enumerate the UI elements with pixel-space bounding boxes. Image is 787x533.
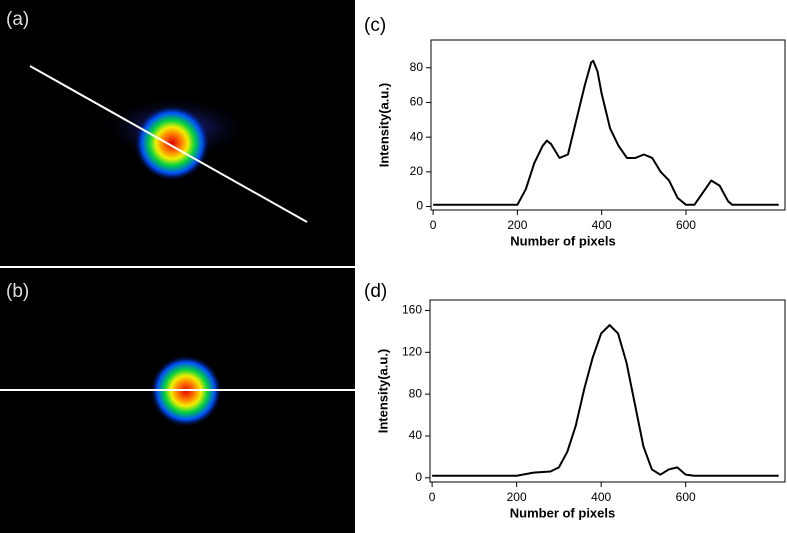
panel-label: (c): [364, 15, 386, 36]
x-axis-label: Number of pixels: [510, 505, 615, 520]
x-tick-label: 400: [592, 218, 612, 232]
x-tick-label: 600: [676, 218, 696, 232]
y-tick-label: 80: [409, 386, 423, 400]
y-tick-label: 120: [402, 344, 422, 358]
x-tick-label: 0: [429, 490, 436, 504]
x-tick-label: 0: [430, 218, 437, 232]
x-tick-label: 200: [507, 490, 527, 504]
x-axis-label: Number of pixels: [510, 233, 615, 248]
beam-spot: [134, 105, 210, 181]
y-tick-label: 40: [409, 428, 423, 442]
plot-frame: [429, 299, 786, 483]
series-line: [433, 59, 779, 206]
panel-label: (d): [364, 281, 387, 302]
y-tick-label: 40: [410, 129, 424, 143]
y-tick-label: 0: [416, 199, 423, 213]
y-tick-label: 80: [410, 60, 424, 74]
panel-label: (a): [6, 9, 29, 30]
x-tick-label: 600: [676, 490, 696, 504]
y-axis-label: Intensity(a.u.): [375, 349, 390, 434]
profile-line: [29, 65, 308, 223]
y-axis-label: Intensity(a.u.): [376, 83, 391, 168]
series-line: [432, 324, 779, 477]
x-tick-label: 200: [507, 218, 527, 232]
y-tick-label: 60: [410, 95, 424, 109]
panel-label: (b): [6, 281, 29, 302]
x-tick-label: 400: [591, 490, 611, 504]
y-tick-label: 0: [415, 470, 422, 484]
y-tick-label: 160: [402, 303, 422, 317]
y-tick-label: 20: [410, 164, 424, 178]
plot-frame: [430, 39, 786, 211]
